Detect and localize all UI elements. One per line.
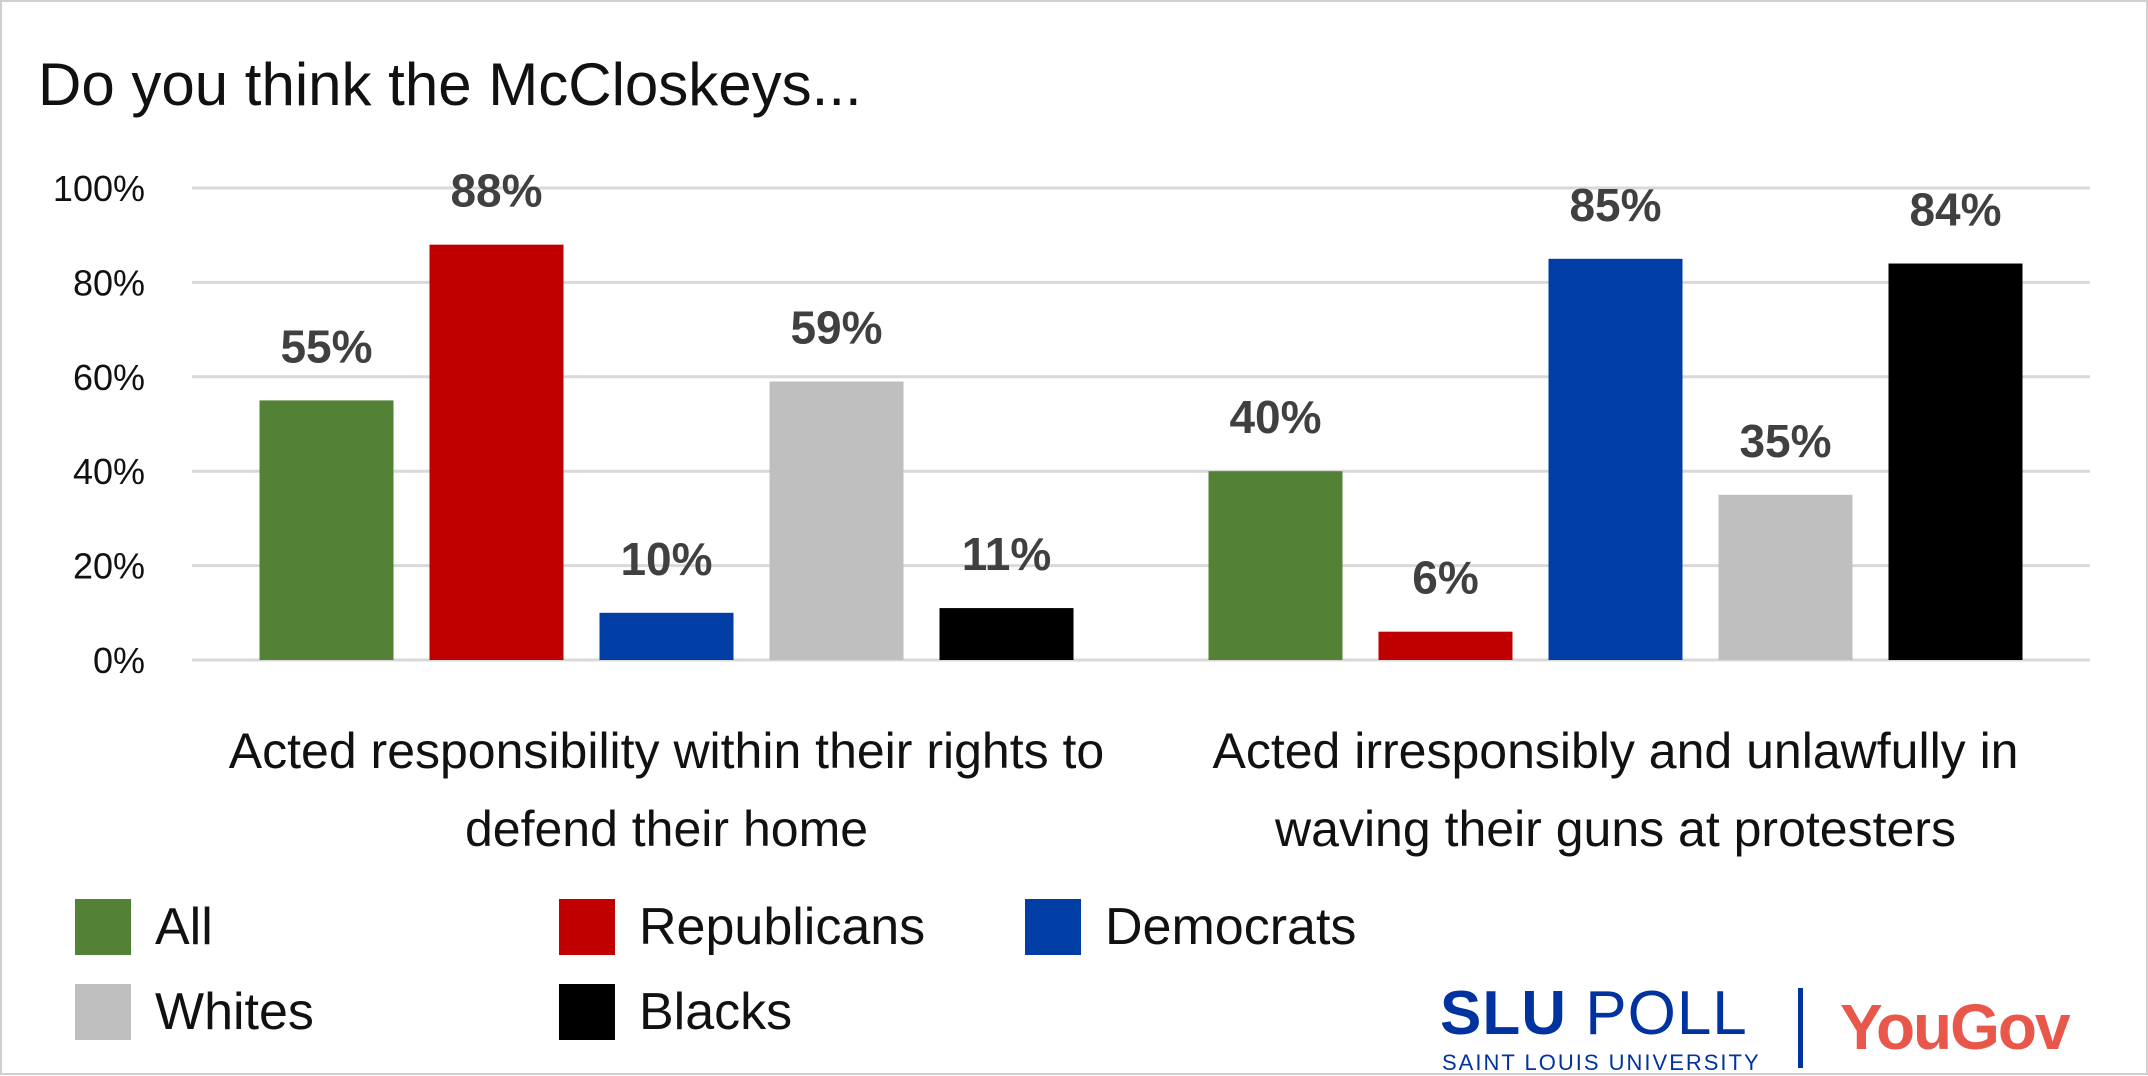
- yougov-logo: YouGov: [1840, 991, 2071, 1063]
- chart-title: Do you think the McCloskeys...: [38, 51, 862, 118]
- data-label: 84%: [1909, 184, 2001, 236]
- legend-swatch: [75, 899, 131, 955]
- category-label-1: Acted responsibility within their rights…: [228, 723, 1105, 857]
- data-label: 10%: [620, 533, 712, 585]
- legend-item-democrats: Democrats: [1025, 897, 1356, 957]
- data-label: 88%: [450, 165, 542, 217]
- slu-subtitle: SAINT LOUIS UNIVERSITY: [1442, 1050, 1761, 1075]
- legend-swatch: [1025, 899, 1081, 955]
- data-label: 85%: [1569, 179, 1661, 231]
- slu-poll-logo: SLU POLL: [1440, 979, 1748, 1048]
- data-label: 6%: [1412, 552, 1478, 604]
- legend-item-all: All: [75, 897, 213, 957]
- y-tick-label: 100%: [53, 168, 145, 209]
- y-tick-label: 40%: [73, 451, 145, 492]
- legend-label: All: [155, 898, 213, 956]
- y-tick-label: 60%: [73, 357, 145, 398]
- category-label-2: Acted irresponsibly and unlawfully in wa…: [1212, 723, 2019, 857]
- legend-label: Republicans: [639, 898, 926, 956]
- data-label: 55%: [280, 320, 372, 372]
- legend-item-blacks: Blacks: [559, 982, 792, 1042]
- data-label: 40%: [1229, 391, 1321, 443]
- bar-blacks: [939, 608, 1074, 660]
- bar-all: [259, 400, 394, 660]
- legend-item-republicans: Republicans: [559, 897, 925, 957]
- legend-label: Democrats: [1105, 898, 1357, 956]
- bar-democrats: [599, 612, 734, 660]
- y-tick-label: 20%: [73, 546, 145, 587]
- y-tick-label: 0%: [93, 640, 145, 681]
- bar-blacks: [1888, 263, 2023, 660]
- bar-whites: [1718, 494, 1853, 660]
- data-label: 11%: [962, 528, 1052, 580]
- legend-item-whites: Whites: [75, 982, 314, 1042]
- legend-swatch: [559, 984, 615, 1040]
- bar-whites: [769, 381, 904, 660]
- bar-all: [1208, 471, 1343, 660]
- bar-democrats: [1548, 258, 1683, 660]
- data-label: 35%: [1739, 415, 1831, 467]
- legend-label: Whites: [155, 983, 314, 1041]
- legend-label: Blacks: [639, 983, 793, 1041]
- legend-swatch: [559, 899, 615, 955]
- legend-swatch: [75, 984, 131, 1040]
- bar-republicans: [429, 244, 564, 660]
- data-label: 59%: [790, 302, 882, 354]
- y-tick-label: 80%: [73, 262, 145, 303]
- logo-divider: [1798, 988, 1803, 1068]
- bar-republicans: [1378, 631, 1513, 660]
